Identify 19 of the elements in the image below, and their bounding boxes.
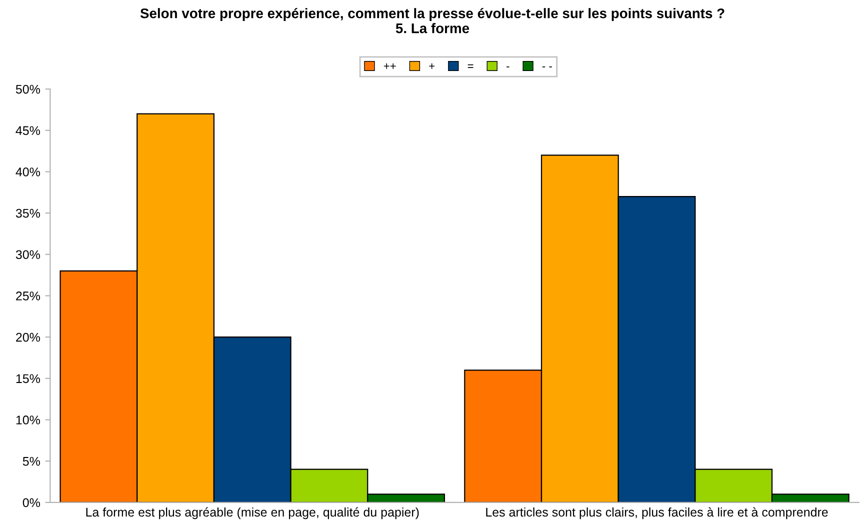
- y-tick-label: 40%: [16, 168, 40, 176]
- y-tick-label: 0%: [22, 498, 40, 508]
- legend-label: - -: [542, 66, 552, 68]
- y-tick-label: 35%: [16, 208, 40, 218]
- legend-label: -: [506, 66, 510, 68]
- x-tick-label: La forme est plus agréable (mise en page, qualité du papier): [86, 507, 419, 520]
- y-tick-label: 30%: [16, 250, 40, 260]
- legend-label: +: [429, 63, 435, 69]
- y-tick-label: 10%: [16, 416, 40, 424]
- y-tick-label: 50%: [16, 84, 40, 94]
- y-tick-label: 15%: [16, 374, 40, 384]
- y-tick-label: 25%: [16, 292, 40, 300]
- legend-label: =: [468, 64, 474, 68]
- y-tick-label: 45%: [16, 126, 40, 136]
- legend-label: ++: [384, 63, 396, 69]
- chart-title: Selon votre propre expérience, comment la presse évolue-t-elle sur les points suivants ? 5. La forme: [140, 8, 724, 34]
- y-tick-label: 20%: [16, 332, 40, 342]
- x-tick-label: Les articles sont plus clairs, plus faciles à lire et à comprendre: [486, 507, 828, 520]
- y-tick-label: 5%: [22, 456, 40, 466]
